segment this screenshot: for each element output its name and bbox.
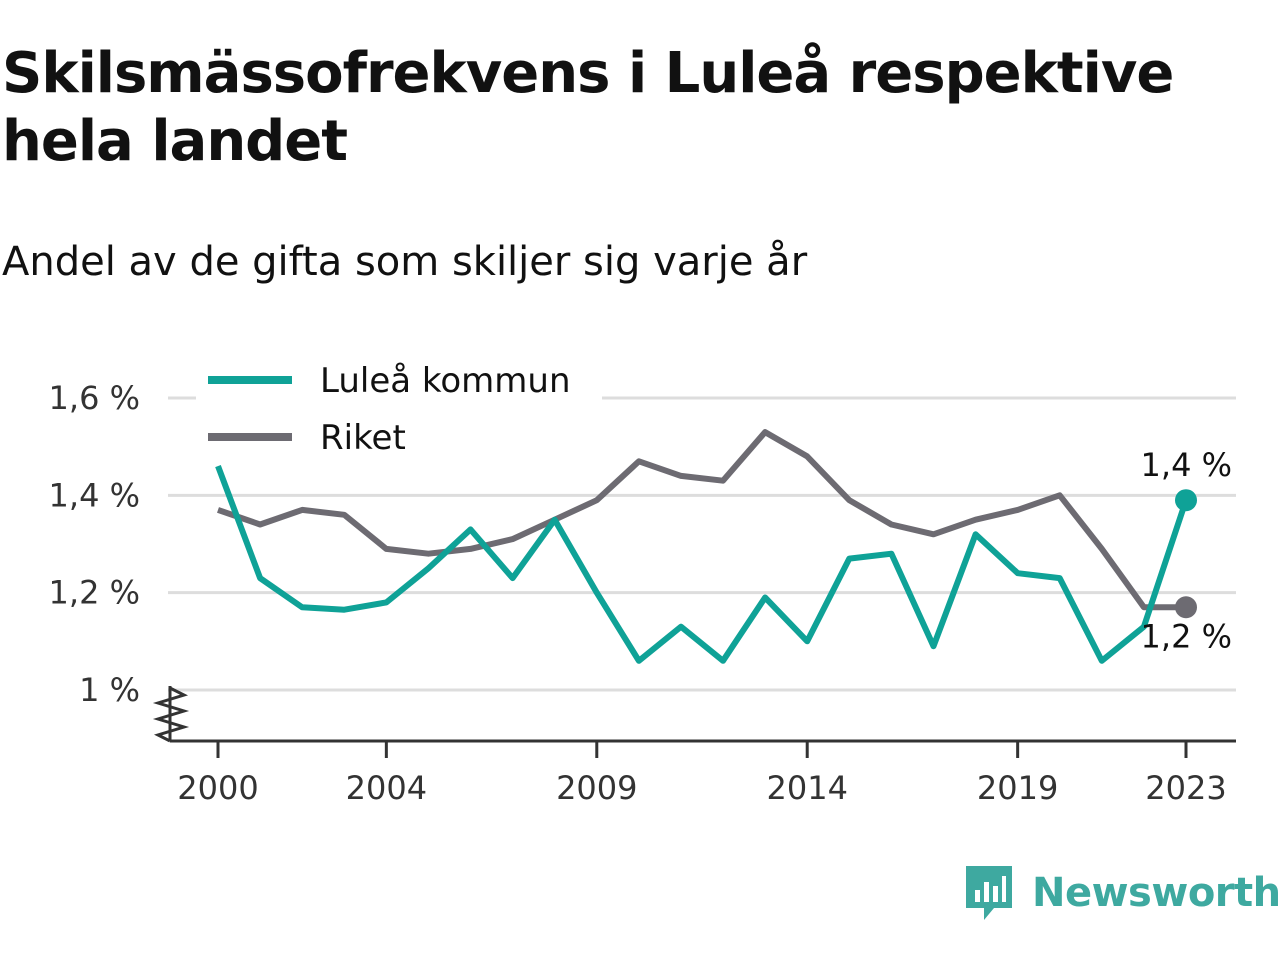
x-axis: 2000 2004 2009 2014 2019 2023 bbox=[152, 686, 1236, 807]
y-tick-label: 1 % bbox=[79, 671, 140, 709]
legend: Luleå kommun Riket bbox=[196, 352, 602, 462]
end-marker-riket bbox=[1175, 596, 1197, 619]
legend-background bbox=[196, 352, 602, 462]
x-tick-label: 2009 bbox=[556, 769, 637, 807]
y-tick-label: 1,2 % bbox=[49, 574, 140, 612]
x-tick-label: 2019 bbox=[977, 769, 1058, 807]
end-label-riket: 1,2 % bbox=[1141, 617, 1232, 655]
newsworthy-logo-icon bbox=[966, 866, 1012, 920]
series-lines bbox=[215, 429, 1189, 664]
x-tick-label: 2014 bbox=[766, 769, 847, 807]
end-label-lulea: 1,4 % bbox=[1141, 446, 1232, 484]
brand-name: Newsworthy bbox=[1032, 870, 1280, 916]
series-line-lulea bbox=[215, 465, 1189, 664]
brand-logo: Newsworthy bbox=[962, 862, 1280, 924]
legend-label-riket: Riket bbox=[320, 418, 406, 458]
y-axis-labels: 1 % 1,2 % 1,4 % 1,6 % bbox=[49, 379, 140, 709]
y-tick-label: 1,4 % bbox=[49, 476, 140, 514]
x-tick-label: 2000 bbox=[177, 769, 258, 807]
series-line-riket bbox=[217, 429, 1186, 611]
x-tick-label: 2023 bbox=[1145, 769, 1226, 807]
x-tick-label: 2004 bbox=[346, 769, 427, 807]
y-tick-label: 1,6 % bbox=[49, 379, 140, 417]
end-markers: 1,4 % 1,2 % bbox=[1141, 446, 1232, 655]
end-marker-lulea bbox=[1175, 489, 1197, 512]
legend-label-lulea: Luleå kommun bbox=[320, 361, 571, 401]
axis-break-icon bbox=[152, 686, 190, 743]
chart-subtitle: Andel av de gifta som skiljer sig varje … bbox=[2, 239, 808, 285]
chart-title: Skilsmässofrekvens i Luleå respektive he… bbox=[2, 41, 1174, 174]
